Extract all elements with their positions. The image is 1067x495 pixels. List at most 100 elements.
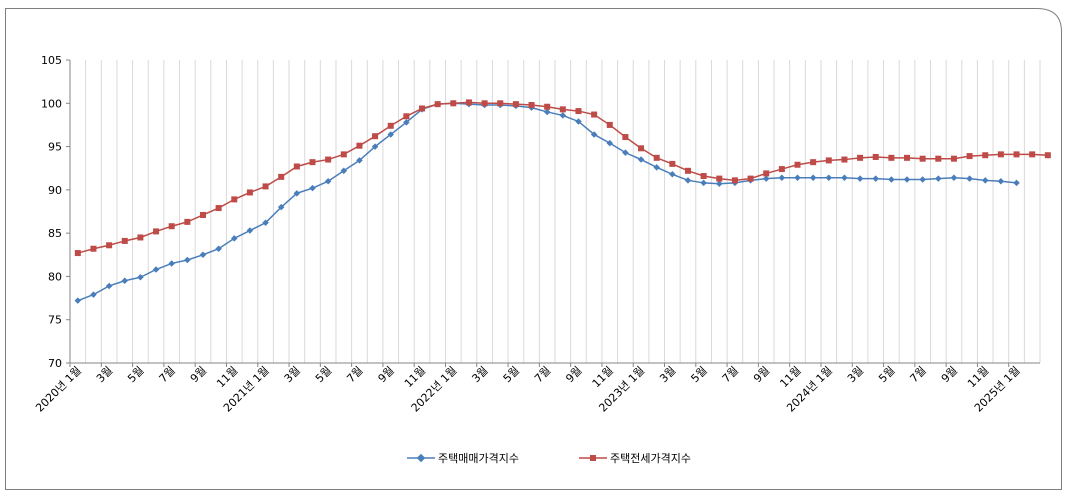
data-point-rent — [966, 153, 973, 160]
data-point-rent — [356, 142, 363, 149]
data-point-rent — [935, 155, 942, 162]
data-point-rent — [262, 183, 269, 190]
data-point-sales — [371, 143, 379, 150]
data-point-rent — [1013, 151, 1020, 158]
data-point-sales — [231, 235, 238, 242]
data-point-sales — [168, 260, 175, 267]
data-point-rent — [497, 100, 504, 107]
data-point-rent — [419, 105, 426, 112]
data-point-sales — [387, 131, 394, 138]
data-point-rent — [559, 106, 566, 113]
data-point-sales — [700, 179, 707, 187]
data-point-rent — [653, 154, 660, 161]
data-point-sales — [856, 175, 864, 182]
data-point-sales — [293, 190, 301, 197]
data-point-rent — [919, 155, 926, 162]
data-point-sales — [888, 176, 895, 183]
data-point-rent — [1029, 151, 1036, 158]
data-point-rent — [747, 175, 754, 182]
data-point-rent — [465, 99, 472, 106]
chart-border — [5, 8, 1062, 490]
data-point-rent — [215, 205, 222, 212]
data-point-rent — [106, 242, 113, 249]
legend: 주택매매가격지수 주택전세가격지수 — [407, 452, 691, 465]
data-point-rent — [716, 175, 723, 182]
data-point-rent — [137, 234, 144, 241]
data-point-sales — [606, 139, 614, 147]
data-point-sales — [543, 108, 551, 116]
data-point-rent — [872, 153, 879, 160]
data-point-sales — [762, 175, 770, 182]
data-point-sales — [997, 177, 1005, 185]
data-point-sales — [669, 171, 676, 178]
data-point-rent — [982, 152, 989, 159]
data-point-rent — [810, 159, 817, 166]
data-point-sales — [403, 119, 410, 126]
data-point-rent — [794, 161, 801, 168]
data-point-sales — [121, 277, 129, 285]
data-point-rent — [168, 223, 175, 230]
data-point-sales — [356, 157, 363, 164]
data-point-sales — [950, 174, 958, 181]
data-point-rent — [841, 156, 848, 163]
data-point-rent — [763, 170, 770, 177]
data-point-rent — [340, 151, 347, 158]
y-tick-label: 80 — [48, 270, 62, 283]
data-point-rent — [434, 101, 441, 108]
y-tick-label: 95 — [48, 141, 62, 154]
data-point-sales — [309, 184, 316, 192]
series-layer — [74, 99, 1051, 304]
data-point-sales — [653, 164, 660, 171]
legend-marker-sales — [416, 453, 426, 463]
data-point-sales — [590, 131, 598, 138]
data-point-sales — [637, 156, 645, 163]
data-point-rent — [121, 237, 128, 244]
data-point-sales — [778, 174, 786, 181]
data-point-sales — [622, 149, 629, 156]
y-tick-label: 90 — [48, 184, 62, 197]
data-point-rent — [638, 145, 645, 152]
data-point-sales — [981, 177, 989, 184]
data-point-rent — [481, 100, 488, 107]
data-point-rent — [888, 154, 895, 161]
data-point-sales — [277, 203, 285, 211]
data-point-sales — [809, 174, 817, 181]
data-point-rent — [512, 101, 519, 108]
data-point-rent — [278, 173, 285, 180]
data-point-rent — [199, 211, 206, 218]
data-point-rent — [950, 155, 957, 162]
data-point-rent — [778, 166, 785, 173]
data-point-rent — [153, 228, 160, 235]
data-point-sales — [74, 297, 82, 304]
y-tick-label: 105 — [41, 54, 62, 67]
legend-marker-rent — [590, 455, 596, 461]
data-point-sales — [199, 251, 207, 259]
legend-label-rent: 주택전세가격지수 — [610, 452, 691, 465]
data-point-sales — [903, 176, 911, 183]
data-point-rent — [591, 111, 598, 118]
data-point-rent — [669, 160, 676, 167]
data-point-rent — [528, 102, 535, 109]
data-point-sales — [152, 266, 160, 273]
data-point-rent — [184, 218, 191, 225]
data-point-rent — [74, 250, 81, 257]
data-point-rent — [700, 173, 707, 180]
data-point-rent — [403, 113, 410, 120]
y-axis: 70 75 80 85 90 95 100 105 — [41, 54, 71, 370]
data-point-rent — [231, 196, 238, 203]
data-point-sales — [246, 227, 254, 234]
data-point-rent — [450, 100, 457, 107]
data-point-rent — [309, 159, 316, 166]
y-tick-label: 70 — [48, 357, 62, 370]
y-tick-label: 100 — [41, 97, 62, 110]
data-point-sales — [137, 274, 144, 281]
data-point-rent — [293, 163, 300, 170]
data-point-rent — [1044, 152, 1051, 159]
y-tick-label: 75 — [48, 314, 62, 327]
y-tick-label: 85 — [48, 227, 62, 240]
data-point-rent — [825, 157, 832, 164]
data-point-rent — [622, 134, 629, 141]
data-point-sales — [684, 177, 692, 184]
data-point-sales — [324, 177, 332, 185]
